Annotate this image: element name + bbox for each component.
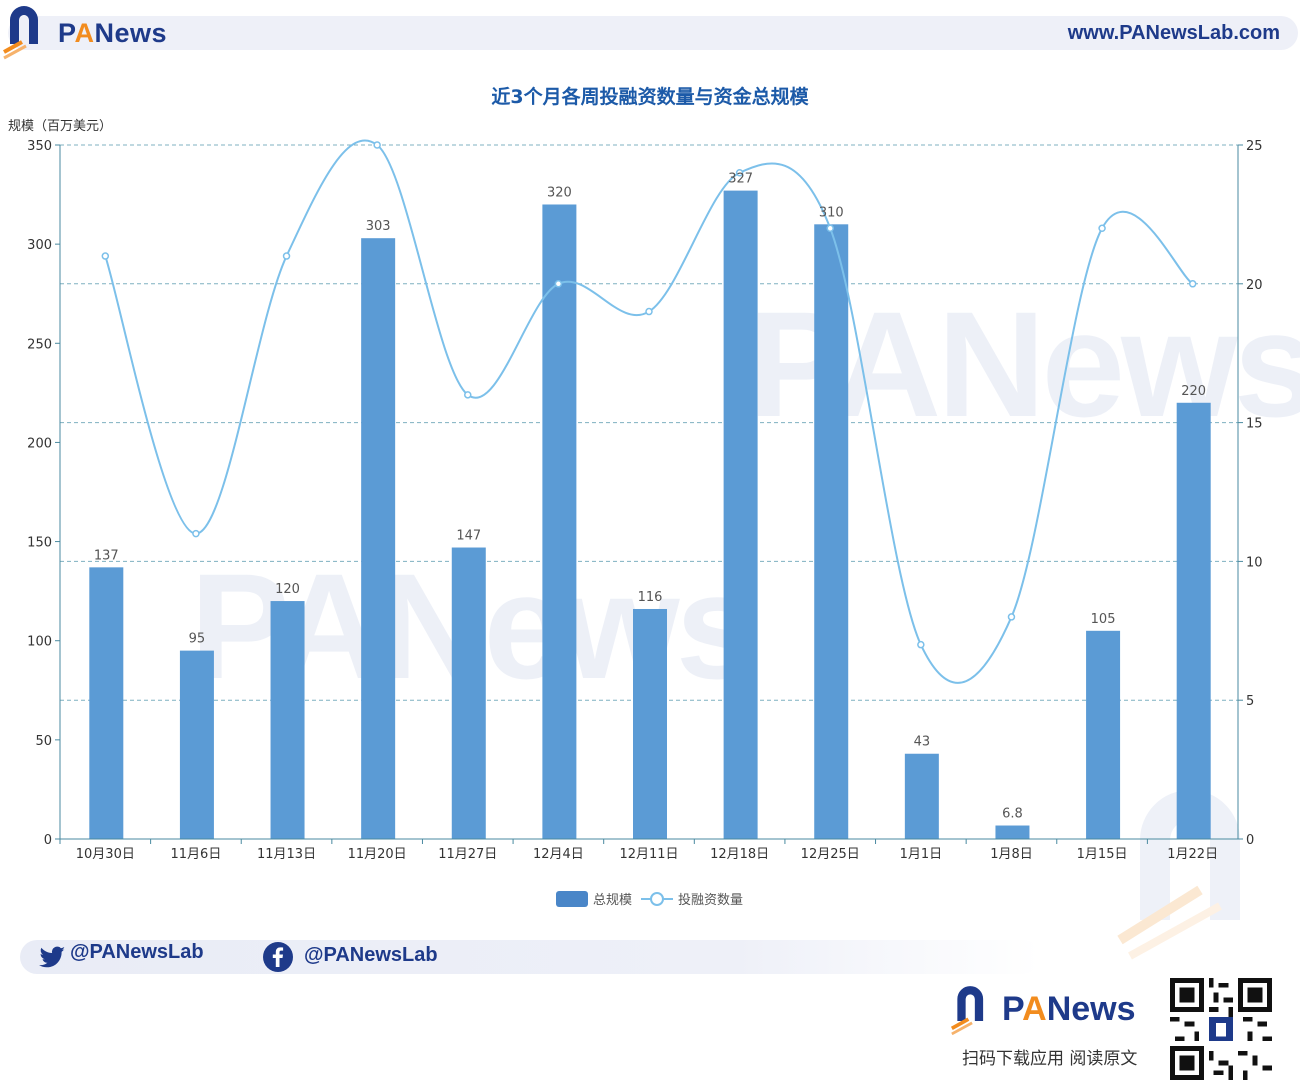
twitter-icon[interactable] xyxy=(36,941,68,973)
bar xyxy=(451,547,486,839)
x-axis-tick-label: 10月30日 xyxy=(76,847,135,862)
x-axis-tick-label: 11月6日 xyxy=(171,847,222,862)
x-axis-tick-label: 11月27日 xyxy=(438,847,497,862)
line-point xyxy=(645,307,653,316)
chart-title: 近3个月各周投融资数量与资金总规模 xyxy=(491,86,809,108)
x-axis-tick-label: 12月4日 xyxy=(533,847,584,862)
left-axis-tick-label: 150 xyxy=(27,536,52,551)
series-line-count xyxy=(104,139,1194,684)
bar xyxy=(270,601,305,839)
bar xyxy=(1086,630,1121,839)
x-axis-tick-label: 11月20日 xyxy=(348,847,407,862)
right-axis-tick-label: 10 xyxy=(1246,555,1263,570)
line-point xyxy=(917,640,925,649)
facebook-handle[interactable]: @PANewsLab xyxy=(304,944,438,966)
bar xyxy=(995,825,1030,839)
line-point xyxy=(464,391,472,399)
bar xyxy=(904,753,939,839)
bar-value-label: 147 xyxy=(456,529,481,544)
bar xyxy=(633,608,667,839)
bar-value-label: 320 xyxy=(547,185,572,200)
bar-value-label: 303 xyxy=(366,219,391,234)
footer-logo-icon xyxy=(950,986,984,1036)
qr-code-icon[interactable] xyxy=(1170,978,1272,1080)
scan-download-text: 扫码下载应用 阅读原文 xyxy=(962,1049,1138,1069)
line-point xyxy=(735,169,744,177)
bar xyxy=(542,204,577,839)
line-point xyxy=(101,252,110,260)
site-url-link[interactable]: www.PANewsLab.com xyxy=(1067,22,1280,44)
left-axis-tick-label: 300 xyxy=(27,238,52,253)
left-axis-tick-label: 50 xyxy=(35,734,52,749)
watermark-logo-icon xyxy=(1117,790,1240,960)
line-point xyxy=(1098,224,1106,233)
bar xyxy=(89,567,124,839)
line-point xyxy=(192,529,200,538)
line-point xyxy=(282,252,291,260)
bar xyxy=(361,238,396,840)
bar-value-label: 116 xyxy=(638,590,663,605)
bar-value-label: 95 xyxy=(189,632,206,647)
bar-value-label: 120 xyxy=(275,582,300,597)
right-axis-tick-label: 5 xyxy=(1246,694,1254,709)
footer-bar xyxy=(20,940,1040,974)
bar xyxy=(179,650,214,839)
bar xyxy=(723,190,758,839)
line-point xyxy=(373,141,381,149)
x-axis-tick-label: 11月13日 xyxy=(257,847,316,862)
bar-value-label: 105 xyxy=(1091,612,1116,627)
x-axis-tick-label: 12月11日 xyxy=(619,847,678,862)
bar xyxy=(814,224,849,840)
left-axis-tick-label: 350 xyxy=(27,139,52,154)
y-axis-title: 规模（百万美元） xyxy=(8,119,112,134)
header-bar xyxy=(8,16,1298,50)
line-point xyxy=(826,224,834,233)
legend-line-marker xyxy=(650,892,664,906)
chart-canvas: 规模（百万美元） 137 95 120 303 147 320 116 327 310 43 6.8… xyxy=(8,119,1263,908)
bar-value-label: 310 xyxy=(819,205,844,220)
left-axis-tick-label: 200 xyxy=(27,436,52,451)
x-axis-tick-label: 1月22日 xyxy=(1167,847,1218,862)
header-brand: PANews xyxy=(58,18,168,48)
x-axis-tick-label: 1月15日 xyxy=(1077,847,1128,862)
footer-brand: PANews xyxy=(1002,990,1136,1028)
x-axis-tick-label: 12月18日 xyxy=(710,847,769,862)
right-axis-tick-label: 15 xyxy=(1246,417,1263,432)
panews-logo-icon xyxy=(3,6,38,60)
bar xyxy=(1176,402,1211,839)
left-axis-tick-label: 0 xyxy=(44,833,52,848)
facebook-icon[interactable] xyxy=(262,941,294,973)
x-axis-tick-label: 1月1日 xyxy=(900,847,943,862)
left-axis-tick-label: 100 xyxy=(27,635,52,650)
right-axis-tick-label: 20 xyxy=(1246,278,1263,293)
bar-value-label: 43 xyxy=(914,735,931,750)
bar-value-label: 137 xyxy=(94,548,119,563)
bar-value-label: 327 xyxy=(728,172,753,187)
legend-label-total: 总规模 xyxy=(593,893,632,908)
line-point xyxy=(1188,280,1197,288)
bar-value-label: 220 xyxy=(1181,384,1206,399)
left-axis-tick-label: 250 xyxy=(27,337,52,352)
right-axis-tick-label: 25 xyxy=(1246,139,1263,154)
legend-label-count: 投融资数量 xyxy=(678,892,743,908)
legend-bar-swatch xyxy=(556,891,588,907)
bar-value-label: 6.8 xyxy=(1002,807,1023,822)
x-axis-tick-label: 1月8日 xyxy=(990,847,1033,862)
x-axis-tick-label: 12月25日 xyxy=(801,847,860,862)
line-point xyxy=(554,280,563,288)
twitter-handle[interactable]: @PANewsLab xyxy=(70,941,204,963)
line-point xyxy=(1007,613,1016,621)
right-axis-tick-label: 0 xyxy=(1246,833,1254,848)
